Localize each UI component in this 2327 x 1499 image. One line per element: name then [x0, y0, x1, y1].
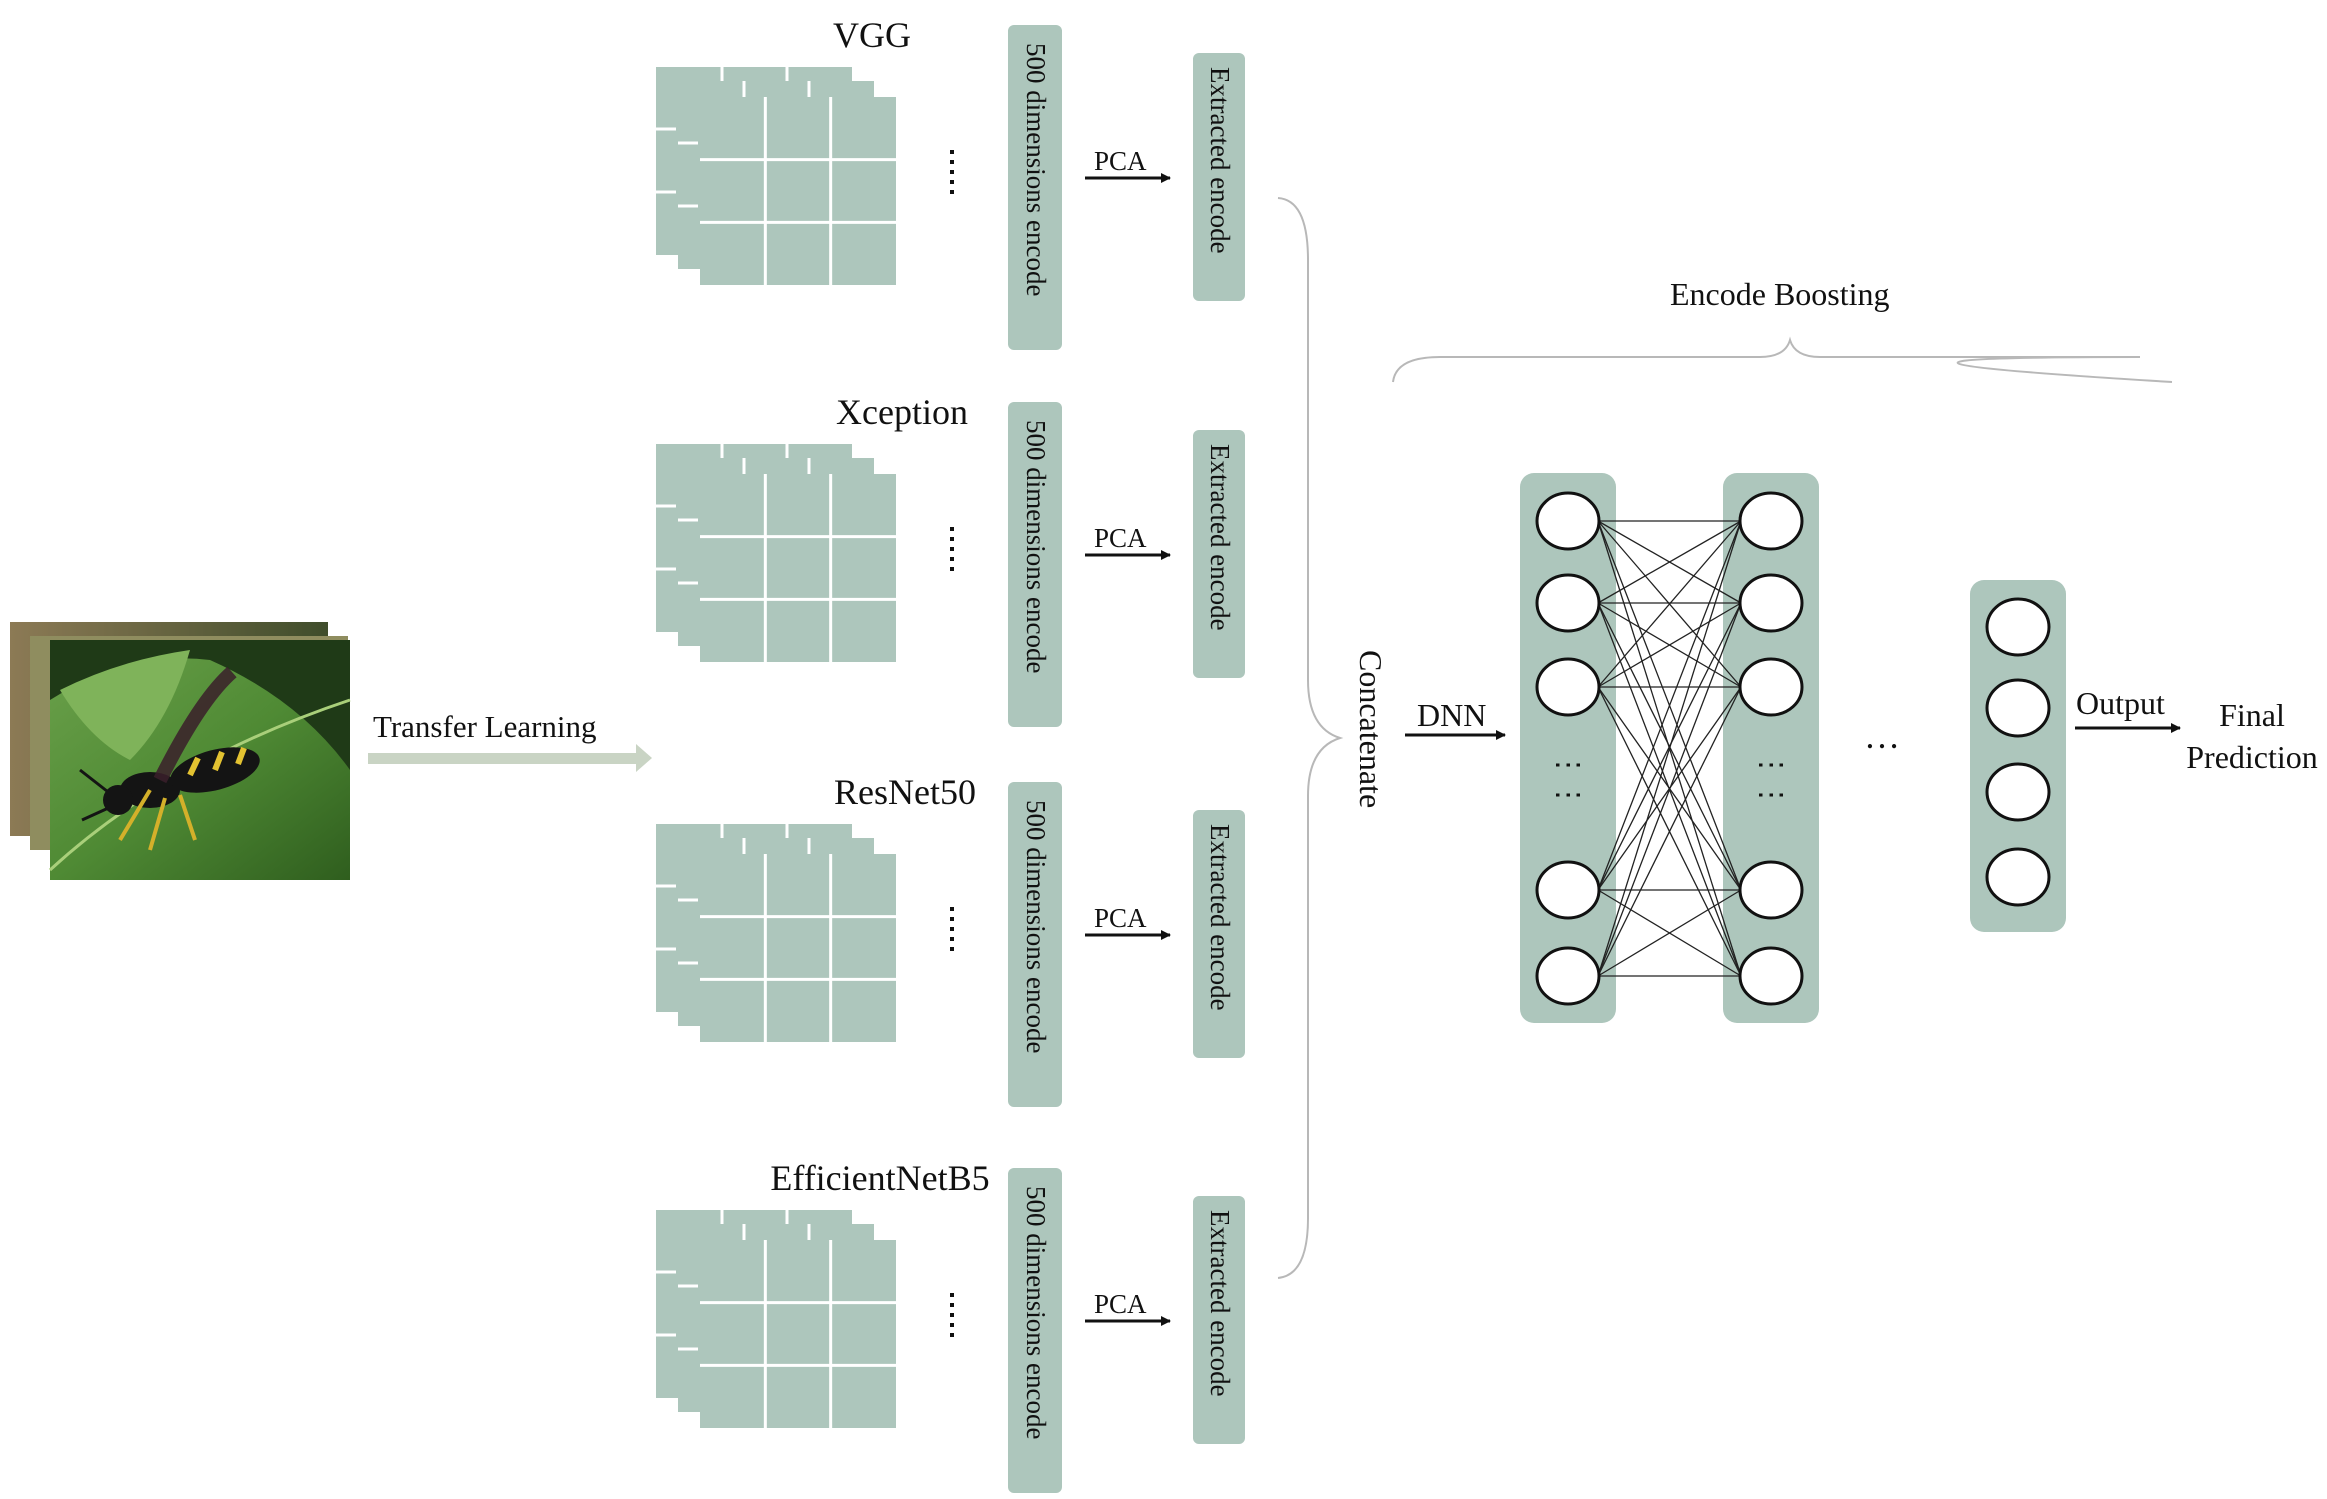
model-name: EfficientNetB5: [770, 1158, 989, 1198]
feature-map-layer: [700, 1240, 896, 1428]
neuron-layer1: [1535, 946, 1601, 1006]
feature-map-stack: [656, 444, 896, 662]
connection-line: [1597, 602, 1742, 977]
extracted-encode-label: Extracted encode: [1205, 444, 1235, 631]
connection-line: [1597, 686, 1742, 977]
transfer-learning-arrow: [368, 744, 652, 772]
input-photo-front: [48, 640, 351, 880]
connection-line: [1597, 520, 1742, 604]
encode-500-label: 500 dimensions encode: [1021, 43, 1051, 296]
final-prediction-line2: Prediction: [2186, 739, 2318, 775]
model-name: VGG: [833, 15, 911, 55]
output-layer: [1970, 580, 2066, 932]
neuron-layer1: [1535, 657, 1601, 717]
neuron-layer1: [1535, 860, 1601, 920]
dnn-label: DNN: [1417, 697, 1486, 733]
dnn-layer-2: [1723, 473, 1819, 1023]
branch-xception: Xception 500 dimensions encode PCA Extracte…: [656, 392, 1245, 727]
encode-boosting-label: Encode Boosting: [1670, 276, 1890, 312]
layers-ellipsis: [950, 150, 954, 194]
model-name: Xception: [836, 392, 968, 432]
layer-1-ellipsis: ⋮⋮: [1552, 750, 1585, 810]
layers-ellipsis: [950, 907, 954, 951]
neuron-layer1: [1535, 573, 1601, 633]
layers-ellipsis: [950, 1293, 954, 1337]
feature-map-stack: [656, 824, 896, 1042]
pca-label: PCA: [1094, 146, 1147, 176]
neuron-layer2: [1738, 657, 1804, 717]
feature-map-layer: [700, 97, 896, 285]
concatenate-label: Concatenate: [1353, 650, 1389, 808]
neuron-layer1: [1535, 491, 1601, 551]
encode-500-label: 500 dimensions encode: [1021, 420, 1051, 673]
extracted-encode-block: [1193, 1196, 1245, 1444]
connection-line: [1597, 520, 1742, 977]
neuron-nodes: [1535, 491, 2051, 1006]
pca-label: PCA: [1094, 1289, 1147, 1319]
transfer-learning-label: Transfer Learning: [373, 709, 597, 744]
branch-vgg: VGG 500 dimensions encode PCA Extracted enc…: [656, 15, 1245, 350]
dnn-layer-1: [1520, 473, 1616, 1023]
feature-map-stack: [656, 67, 896, 285]
branch-efficientnetb5: EfficientNetB5 500 dimensions encode PCA Ex…: [656, 1158, 1245, 1493]
extracted-encode-label: Extracted encode: [1205, 824, 1235, 1011]
hidden-layers-ellipsis: …: [1864, 716, 1900, 756]
encode-500-block: [1008, 782, 1062, 1107]
input-image-stack: [10, 622, 351, 880]
pca-label: PCA: [1094, 523, 1147, 553]
neuron-output: [1985, 762, 2051, 822]
pca-label: PCA: [1094, 903, 1147, 933]
neuron-layer2: [1738, 573, 1804, 633]
neuron-output: [1985, 678, 2051, 738]
connection-line: [1597, 602, 1742, 688]
encode-500-block: [1008, 402, 1062, 727]
layer-2-ellipsis: ⋮⋮: [1755, 750, 1788, 810]
extracted-encode-block: [1193, 53, 1245, 301]
encode-500-label: 500 dimensions encode: [1021, 800, 1051, 1053]
feature-map-layer: [700, 474, 896, 662]
connection-line: [1597, 889, 1742, 977]
encode-500-block: [1008, 1168, 1062, 1493]
dense-connections: [1597, 520, 1742, 977]
output-label: Output: [2076, 685, 2165, 721]
connection-line: [1597, 520, 1742, 688]
concatenate-brace: [1277, 197, 1344, 1279]
encode-500-label: 500 dimensions encode: [1021, 1186, 1051, 1439]
encode-boosting-brace: [1392, 336, 2173, 383]
extracted-encode-label: Extracted encode: [1205, 1210, 1235, 1397]
final-prediction-line1: Final: [2219, 697, 2285, 733]
extracted-encode-block: [1193, 810, 1245, 1058]
encode-500-block: [1008, 25, 1062, 350]
model-name: ResNet50: [834, 772, 976, 812]
neuron-layer2: [1738, 946, 1804, 1006]
feature-map-layer: [700, 854, 896, 1042]
dnn-network: ⋮⋮ ⋮⋮ …: [1520, 473, 2066, 1023]
layers-ellipsis: [950, 527, 954, 571]
branches-group: VGG 500 dimensions encode PCA Extracted enc…: [656, 15, 1245, 1493]
feature-map-stack: [656, 1210, 896, 1428]
neuron-layer2: [1738, 860, 1804, 920]
extracted-encode-label: Extracted encode: [1205, 67, 1235, 254]
extracted-encode-block: [1193, 430, 1245, 678]
neuron-layer2: [1738, 491, 1804, 551]
connection-line: [1597, 520, 1742, 891]
wasp-icon: [79, 666, 260, 851]
neuron-output: [1985, 847, 2051, 907]
branch-resnet50: ResNet50 500 dimensions encode PCA Extracte…: [656, 772, 1245, 1107]
neuron-output: [1985, 597, 2051, 657]
